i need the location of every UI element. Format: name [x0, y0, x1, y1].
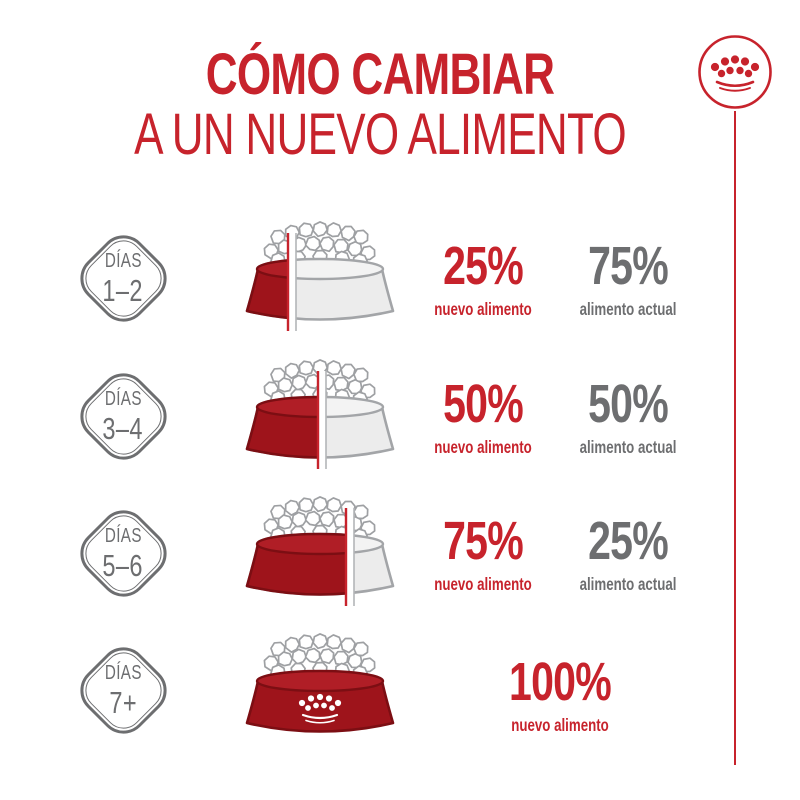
badge-days-label: DÍAS [104, 249, 142, 272]
new-food-label: nuevo alimento [434, 437, 532, 457]
badge-days-range: 3–4 [102, 410, 144, 446]
days-badge: DÍAS 7+ [69, 636, 177, 744]
current-food-label: alimento actual [579, 437, 677, 457]
current-food-column: 50% alimento actual [553, 377, 703, 457]
food-bowl-mix-icon [245, 221, 395, 332]
food-bowl-mix-icon [245, 496, 395, 607]
current-food-column: 75% alimento actual [553, 239, 703, 319]
badge-days-range: 5–6 [102, 547, 144, 583]
food-bowl-mix-icon [245, 359, 395, 470]
current-food-percent: 75% [588, 236, 669, 296]
vertical-accent-line [734, 111, 736, 765]
new-food-percent: 75% [443, 511, 524, 571]
days-badge: DÍAS 5–6 [69, 499, 177, 607]
days-badge: DÍAS 1–2 [69, 224, 177, 332]
transition-row-days-5-6: DÍAS 5–6 75% nuevo alimento 25% alimento… [0, 488, 800, 624]
new-food-percent: 25% [443, 236, 524, 296]
new-food-column: 50% nuevo alimento [408, 377, 558, 457]
days-badge: DÍAS 3–4 [69, 362, 177, 470]
badge-days-range: 1–2 [102, 272, 144, 308]
badge-days-label: DÍAS [104, 524, 142, 547]
transition-row-days-7-plus: DÍAS 7+ 100% nuevo alimento [0, 625, 800, 761]
crown-logo-on-bowl-icon [298, 693, 342, 724]
new-food-label: nuevo alimento [434, 574, 532, 594]
badge-days-label: DÍAS [104, 387, 142, 410]
current-food-column: 25% alimento actual [553, 514, 703, 594]
new-food-column: 75% nuevo alimento [408, 514, 558, 594]
current-food-label: alimento actual [579, 574, 677, 594]
new-food-percent: 100% [509, 652, 612, 712]
new-food-percent: 50% [443, 374, 524, 434]
new-food-column: 100% nuevo alimento [480, 655, 640, 735]
crown-circle-logo-icon [698, 35, 772, 109]
current-food-percent: 50% [588, 374, 669, 434]
food-bowl-full-red-icon [245, 633, 395, 733]
transition-row-days-1-2: DÍAS 1–2 25% nuevo alimento 75% alimento… [0, 213, 800, 349]
title-line-2: A UN NUEVO ALIMENTO [134, 102, 627, 167]
current-food-percent: 25% [588, 511, 669, 571]
badge-days-range: 7+ [109, 684, 137, 720]
new-food-label: nuevo alimento [434, 299, 532, 319]
transition-row-days-3-4: DÍAS 3–4 50% nuevo alimento 50% alimento… [0, 351, 800, 487]
new-food-column: 25% nuevo alimento [408, 239, 558, 319]
title-line-1: CÓMO CAMBIAR [205, 42, 555, 107]
new-food-label: nuevo alimento [511, 715, 609, 735]
current-food-label: alimento actual [579, 299, 677, 319]
badge-days-label: DÍAS [104, 661, 142, 684]
